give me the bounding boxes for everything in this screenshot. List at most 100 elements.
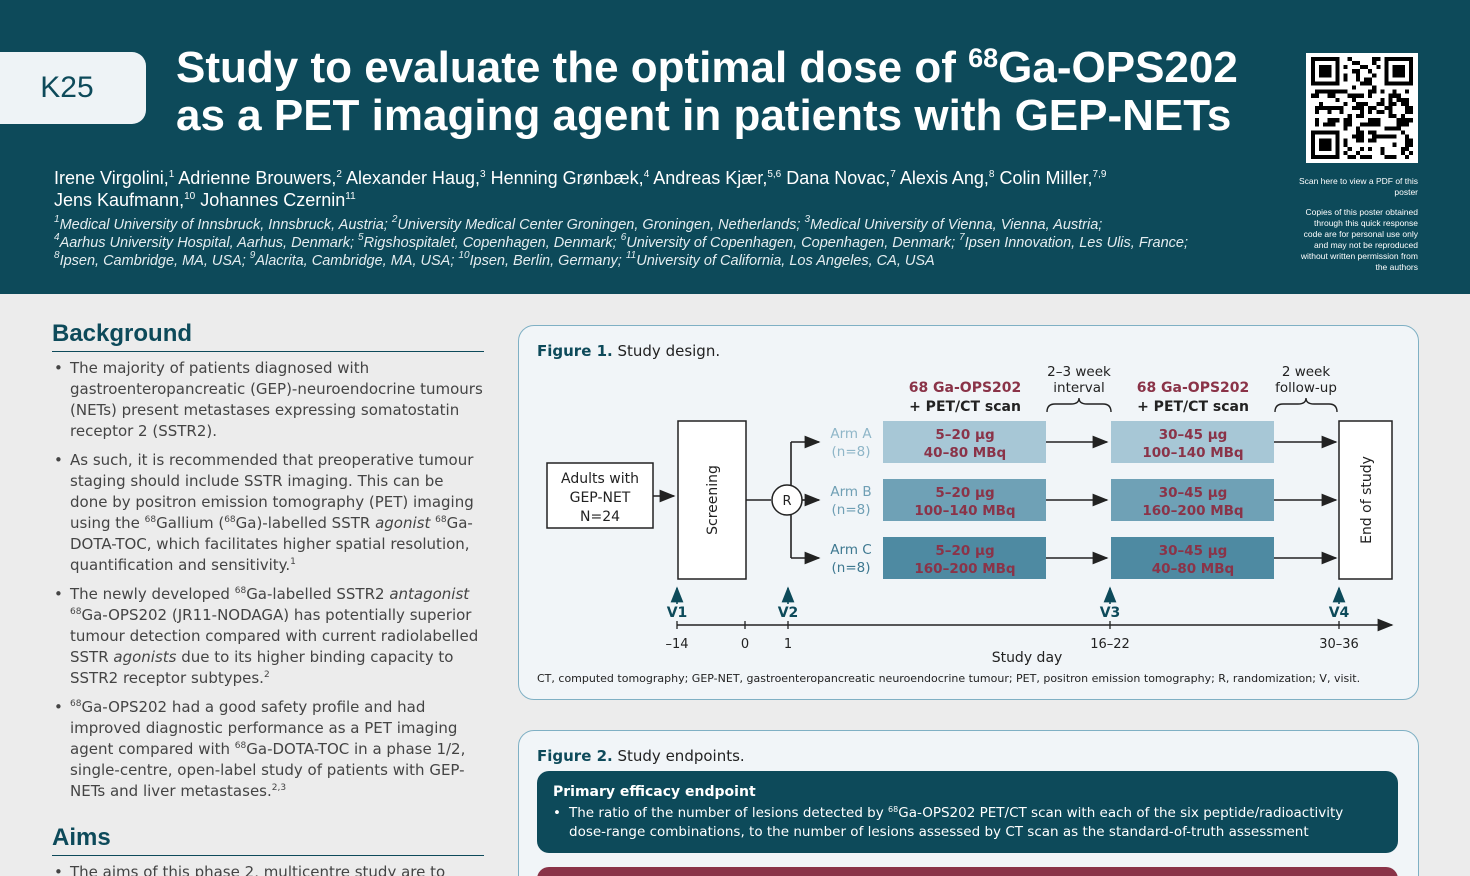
visit-label: V2 (778, 605, 799, 621)
author-affiliation-sup: 2 (336, 169, 342, 180)
qr-module (1339, 105, 1344, 111)
qr-module (1319, 105, 1324, 111)
qr-module (1335, 105, 1340, 111)
affiliation-line: 1Medical University of Innsbruck, Innsbr… (54, 214, 1274, 234)
qr-module (1388, 101, 1393, 106)
qr-module (1396, 97, 1401, 102)
affiliation-sup: 1 (54, 214, 60, 225)
superscript: 68 (70, 699, 82, 709)
author-affiliation-sup: 11 (345, 191, 356, 202)
title-line1-pre: Study to evaluate the optimal dose of (176, 43, 969, 92)
bullet-text: due to its higher binding capacity to SS… (70, 648, 454, 687)
qr-module (1355, 77, 1360, 82)
qr-module (1392, 126, 1397, 131)
qr-module (1384, 154, 1389, 159)
qr-module (1343, 65, 1348, 70)
qr-module (1396, 126, 1401, 131)
affiliation-sup: 8 (54, 250, 60, 261)
author-name: Jens Kaufmann, (54, 190, 185, 210)
qr-module (1327, 105, 1332, 111)
qr-module (1359, 154, 1365, 159)
interval-line2: interval (1053, 380, 1104, 396)
qr-module (1376, 122, 1381, 127)
arm-scan2-activity: 40–80 MBq (1152, 561, 1234, 577)
qr-module (1392, 114, 1397, 119)
qr-module (1315, 93, 1320, 98)
affiliation-sup: 4 (54, 232, 60, 243)
qr-module (1392, 142, 1397, 147)
qr-module (1359, 130, 1365, 135)
qr-module (1331, 105, 1336, 111)
affiliation-line: 4Aarhus University Hospital, Aarhus, Den… (54, 232, 1274, 252)
qr-module (1388, 97, 1393, 102)
qr-module (1359, 138, 1365, 143)
axis-tick-label: 0 (741, 637, 749, 652)
qr-module (1327, 118, 1332, 123)
qr-code[interactable] (1306, 53, 1418, 163)
primary-endpoint-sup: 68 (888, 805, 899, 814)
qr-module (1372, 57, 1377, 62)
scan2-header-line2: + PET/CT scan (1137, 399, 1249, 415)
background-bullet: 68Ga-OPS202 had a good safety profile an… (52, 697, 484, 802)
qr-module (1347, 57, 1352, 62)
qr-module (1400, 146, 1405, 151)
end-of-study-box (1338, 420, 1393, 580)
qr-module (1368, 118, 1373, 123)
affiliation-sup: 7 (959, 232, 965, 243)
italic-term: agonists (113, 648, 177, 666)
qr-module (1355, 93, 1360, 98)
author-affiliation-sup: 5,6 (767, 169, 782, 180)
qr-module (1396, 118, 1401, 123)
arm-scan2-activity: 100–140 MBq (1142, 445, 1243, 461)
qr-module (1343, 122, 1348, 127)
background-bullets: The majority of patients diagnosed with … (52, 358, 484, 802)
screening-box (677, 420, 747, 580)
qr-module (1331, 93, 1336, 98)
superscript: 68 (435, 515, 447, 525)
qr-module (1380, 101, 1385, 106)
qr-module (1404, 138, 1409, 143)
arm-scan1-activity: 160–200 MBq (914, 561, 1015, 577)
bullet-text: As such, it is recommended that preopera… (70, 451, 474, 532)
background-bullet: The newly developed 68Ga-labelled SSTR2 … (52, 584, 484, 689)
qr-module (1372, 122, 1377, 127)
interval-line1: 2–3 week (1047, 364, 1111, 380)
qr-module (1355, 69, 1360, 74)
qr-module (1331, 122, 1336, 127)
superscript: 2,3 (271, 783, 287, 793)
qr-module (1343, 126, 1348, 131)
qr-module (1400, 114, 1405, 119)
qr-module (1404, 89, 1409, 94)
qr-module (1380, 110, 1385, 115)
qr-module (1359, 105, 1365, 111)
affiliation-sup: 10 (458, 250, 470, 261)
figure-1-study-design: Figure 1. Study design. Adults with GEP-N… (518, 325, 1419, 700)
author-affiliation-sup: 3 (480, 169, 486, 180)
arm-scan1-box (883, 421, 1046, 463)
author-name: Alexis Ang, (895, 168, 989, 188)
affiliation-text: Ipsen, Cambridge, MA, USA; (59, 253, 250, 269)
axis-tick-label: –14 (665, 637, 688, 652)
arm-scan2-activity: 160–200 MBq (1142, 503, 1243, 519)
qr-code-icon (1311, 57, 1413, 159)
qr-module (1355, 134, 1360, 139)
qr-module (1372, 134, 1377, 139)
qr-module (1355, 114, 1360, 119)
qr-module (1335, 97, 1340, 102)
qr-module (1343, 73, 1348, 78)
author-name: Colin Miller, (994, 168, 1093, 188)
author-name: Johannes Czernin (195, 190, 346, 210)
author-name: Alexander Haug, (341, 168, 481, 188)
qr-module (1396, 93, 1401, 98)
arm-scan2-box (1111, 537, 1274, 579)
figure-2-label: Figure 2. (537, 747, 613, 765)
affiliation-sup: 5 (358, 232, 364, 243)
poster-title: Study to evaluate the optimal dose of 68… (176, 44, 1256, 140)
qr-module (1319, 101, 1324, 106)
affiliation-text: Ipsen, Berlin, Germany; (469, 253, 626, 269)
qr-module (1347, 122, 1352, 127)
qr-module (1319, 138, 1332, 151)
qr-module (1388, 114, 1393, 119)
arm-name: Arm B (830, 484, 871, 500)
poster-id-badge: K25 (0, 52, 146, 124)
